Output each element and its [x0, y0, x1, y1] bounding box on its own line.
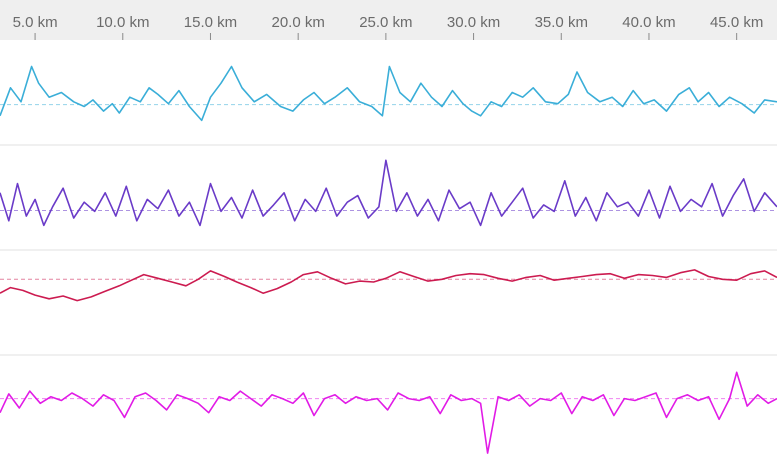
- series-3-line: [0, 269, 777, 302]
- distance-axis: 5.0 km 10.0 km 15.0 km 20.0 km 25.0 km 30.0 k…: [13, 14, 763, 40]
- x-tick-label: 25.0 km: [359, 14, 412, 31]
- x-tick-label: 45.0 km: [710, 14, 763, 31]
- series-panel-2: [0, 159, 777, 227]
- series-panel-4: [0, 371, 777, 454]
- x-tick-label: 15.0 km: [184, 14, 237, 31]
- series-panel-3: [0, 269, 777, 302]
- series-2-line: [0, 159, 777, 227]
- distance-axis-band: [0, 0, 777, 40]
- x-tick-label: 30.0 km: [447, 14, 500, 31]
- x-tick-label: 10.0 km: [96, 14, 149, 31]
- x-tick-label: 20.0 km: [271, 14, 324, 31]
- series-panel-1: [0, 65, 777, 122]
- x-tick-label: 35.0 km: [535, 14, 588, 31]
- x-tick-label: 5.0 km: [13, 14, 58, 31]
- series-1-line: [0, 65, 777, 122]
- series-4-line: [0, 371, 777, 454]
- series-panels: [0, 65, 777, 454]
- x-tick-label: 40.0 km: [622, 14, 675, 31]
